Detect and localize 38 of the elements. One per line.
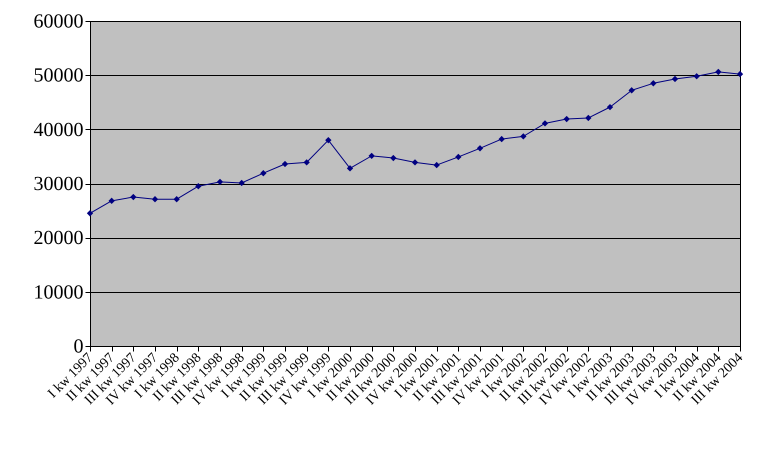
point bbox=[434, 162, 440, 168]
y-tick-label: 10000 bbox=[34, 281, 84, 304]
point bbox=[390, 154, 396, 162]
point bbox=[476, 145, 484, 152]
point bbox=[628, 87, 635, 94]
point bbox=[108, 198, 115, 204]
point bbox=[216, 178, 224, 186]
y-tick-label: 60000 bbox=[34, 10, 84, 32]
point bbox=[542, 120, 548, 127]
point bbox=[130, 194, 136, 200]
point bbox=[238, 180, 245, 186]
y-tick-label: 0 bbox=[74, 336, 84, 358]
point bbox=[455, 154, 462, 160]
point bbox=[304, 159, 310, 166]
point bbox=[86, 210, 94, 216]
point bbox=[412, 159, 418, 166]
point bbox=[195, 183, 202, 190]
point bbox=[520, 133, 526, 140]
point bbox=[368, 152, 375, 160]
point bbox=[346, 165, 354, 172]
point bbox=[564, 116, 570, 122]
y-tick-label: 50000 bbox=[34, 64, 84, 87]
y-tick-label: 20000 bbox=[34, 227, 84, 250]
point bbox=[174, 196, 180, 202]
point bbox=[585, 114, 592, 122]
point bbox=[715, 68, 722, 76]
point bbox=[694, 73, 700, 80]
point bbox=[325, 137, 332, 144]
y-tick-label: 40000 bbox=[34, 118, 84, 141]
point bbox=[606, 104, 614, 110]
y-tick-label: 30000 bbox=[34, 173, 84, 195]
point bbox=[260, 170, 266, 176]
point bbox=[672, 76, 678, 82]
point bbox=[498, 136, 505, 142]
point bbox=[736, 70, 744, 78]
point bbox=[650, 80, 656, 86]
point bbox=[152, 196, 158, 202]
point bbox=[282, 160, 288, 168]
